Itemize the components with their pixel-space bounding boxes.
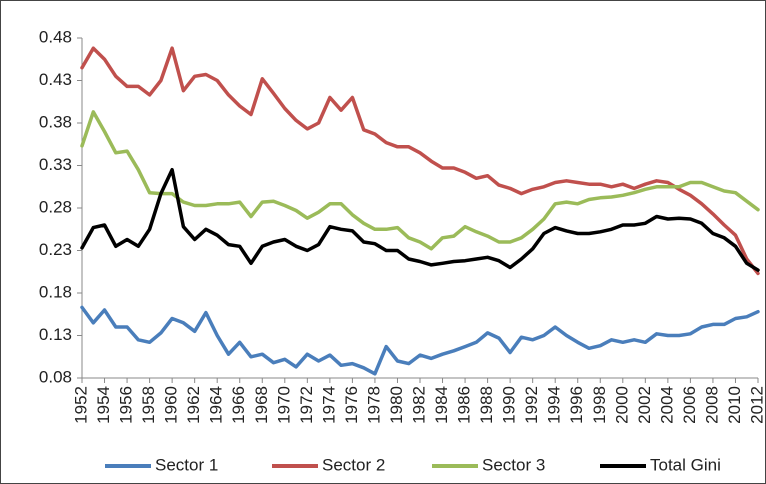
x-tick-label: 1990 xyxy=(500,386,519,424)
x-tick-label: 1992 xyxy=(522,386,541,424)
x-tick-label: 1996 xyxy=(567,386,586,424)
legend-label: Sector 3 xyxy=(482,455,545,474)
x-tick-label: 1986 xyxy=(455,386,474,424)
y-tick-label: 0.08 xyxy=(39,367,72,386)
x-tick-label: 2006 xyxy=(680,386,699,424)
series-line xyxy=(80,110,760,251)
x-tick-label: 1994 xyxy=(545,386,564,424)
x-tick-label: 1978 xyxy=(364,386,383,424)
x-tick-label: 1962 xyxy=(184,386,203,424)
y-tick-label: 0.38 xyxy=(39,112,72,131)
x-tick-label: 1970 xyxy=(274,386,293,424)
x-tick-label: 2008 xyxy=(702,386,721,424)
x-tick-label: 1958 xyxy=(139,386,158,424)
x-tick-label: 1982 xyxy=(409,386,428,424)
legend-label: Total Gini xyxy=(650,455,721,474)
series-line xyxy=(80,46,760,276)
x-tick-label: 1998 xyxy=(590,386,609,424)
x-tick-label: 1966 xyxy=(229,386,248,424)
y-tick-label: 0.18 xyxy=(39,282,72,301)
y-tick-label: 0.48 xyxy=(39,27,72,46)
x-tick-label: 1956 xyxy=(117,386,136,424)
x-tick-label: 1968 xyxy=(252,386,271,424)
series-line xyxy=(80,167,760,272)
x-tick-label: 2000 xyxy=(612,386,631,424)
y-tick-label: 0.28 xyxy=(39,197,72,216)
y-tick-label: 0.33 xyxy=(39,155,72,174)
x-tick-label: 2004 xyxy=(657,386,676,424)
x-tick-label: 1980 xyxy=(387,386,406,424)
legend-label: Sector 2 xyxy=(322,455,385,474)
x-tick-label: 1964 xyxy=(207,386,226,424)
y-tick-label: 0.23 xyxy=(39,240,72,259)
x-tick-label: 1972 xyxy=(297,386,316,424)
x-tick-label: 2002 xyxy=(635,386,654,424)
x-tick-label: 1988 xyxy=(477,386,496,424)
x-tick-label: 1954 xyxy=(94,386,113,424)
x-tick-label: 1974 xyxy=(319,386,338,424)
x-tick-label: 1976 xyxy=(342,386,361,424)
x-tick-label: 2010 xyxy=(725,386,744,424)
y-tick-label: 0.13 xyxy=(39,325,72,344)
y-tick-label: 0.43 xyxy=(39,70,72,89)
legend-label: Sector 1 xyxy=(155,455,218,474)
x-tick-label: 2012 xyxy=(747,386,766,424)
x-tick-label: 1952 xyxy=(71,386,90,424)
series-line xyxy=(80,305,760,376)
x-tick-label: 1984 xyxy=(432,386,451,424)
x-tick-label: 1960 xyxy=(162,386,181,424)
